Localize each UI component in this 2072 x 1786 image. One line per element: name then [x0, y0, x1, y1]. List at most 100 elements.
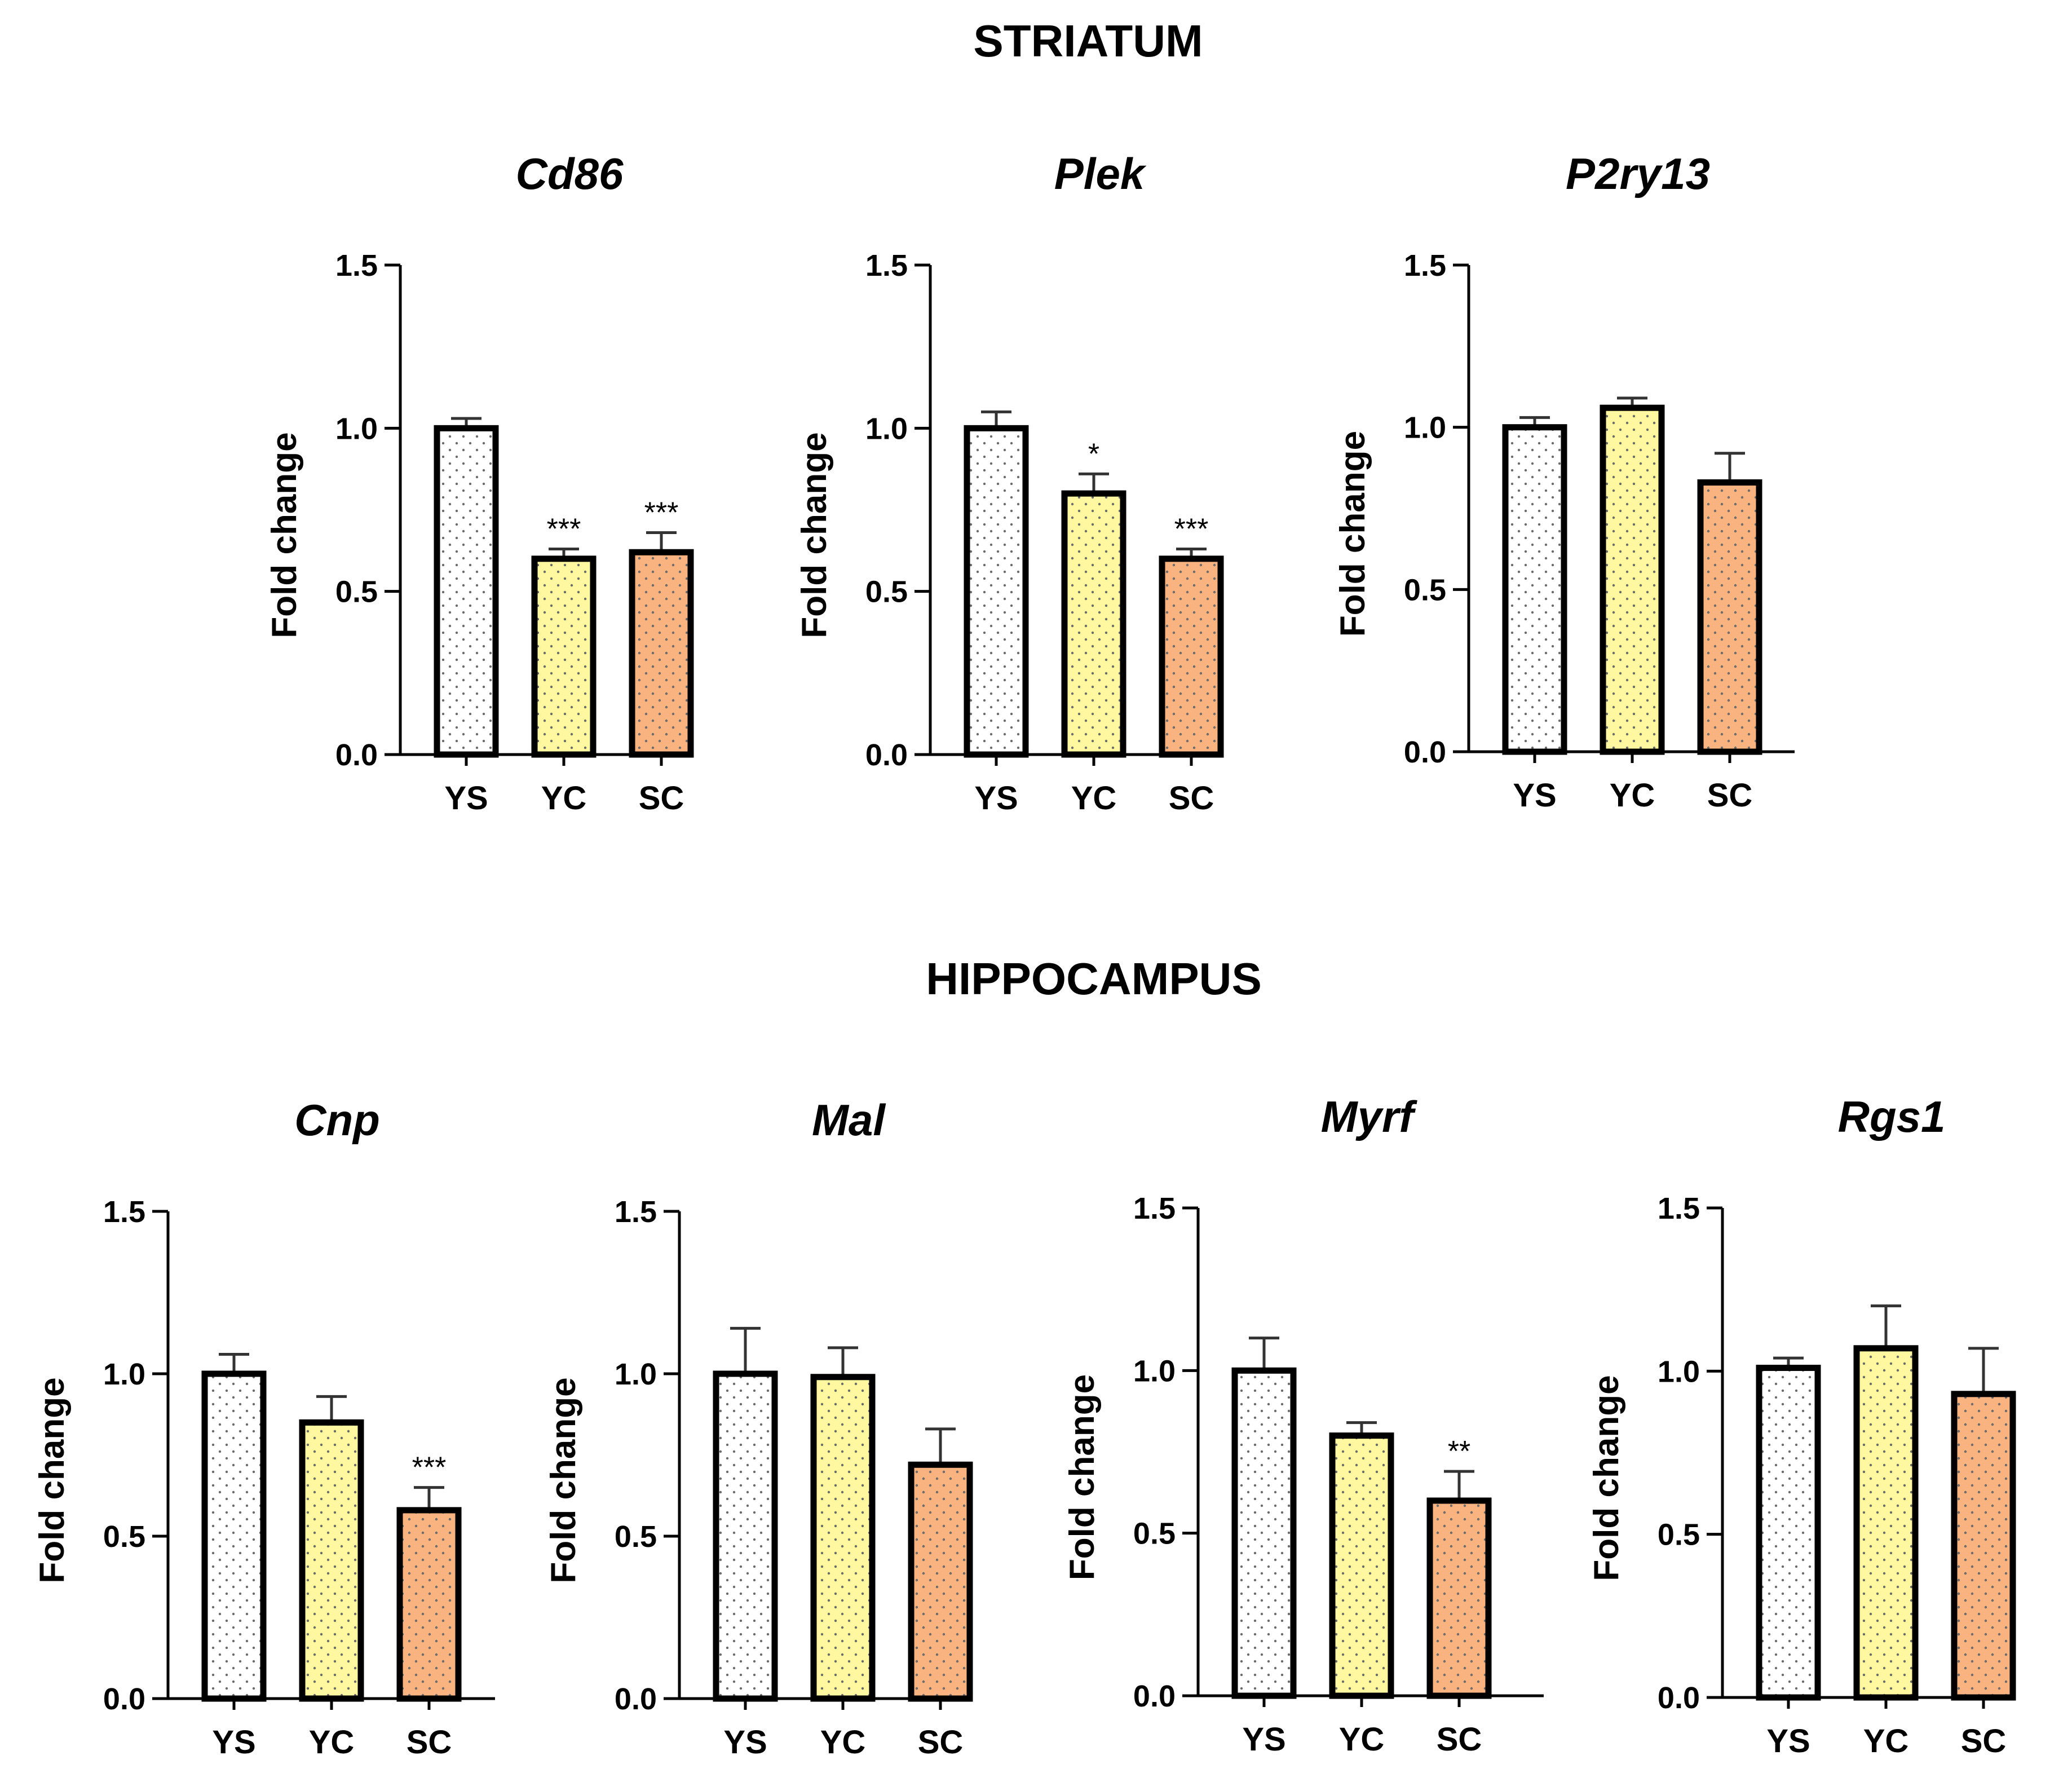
y-tick-label: 1.5	[103, 1195, 145, 1229]
bar-yc	[1853, 1345, 1919, 1701]
panel-title: P2ry13	[1566, 149, 1710, 199]
y-tick-label: 0.0	[615, 1682, 657, 1716]
significance-yc: *	[1088, 438, 1099, 470]
x-tick-label-sc: SC	[1707, 777, 1753, 814]
x-tick-label-sc: SC	[1961, 1723, 2007, 1759]
x-tick-label-ys: YS	[1242, 1721, 1285, 1758]
bar-sc	[629, 549, 694, 758]
y-tick-label: 1.0	[1404, 411, 1446, 445]
y-axis-label: Fold change	[795, 432, 834, 638]
panel-plek: Plek Fold change YS * YC *** SC 0.0 0.5 1.0 1.5	[795, 149, 1224, 817]
y-tick-label: 1.0	[335, 412, 378, 446]
y-tick-label: 0.0	[865, 738, 908, 772]
bar-ys	[201, 1370, 267, 1702]
panel-cd86: Cd86 Fold change YS *** YC *** SC 0.0 0.5 1.0 1.5	[265, 149, 694, 817]
bar-sc	[1159, 555, 1224, 758]
bar-ys	[1502, 424, 1567, 755]
bar-ys	[434, 425, 499, 758]
x-tick-label-yc: YC	[1339, 1721, 1385, 1758]
y-axis-label: Fold change	[1063, 1374, 1102, 1580]
bar-ys	[713, 1370, 778, 1702]
bar-sc	[1951, 1391, 2016, 1701]
y-axis-label: Fold change	[1333, 431, 1372, 637]
bar-yc	[1329, 1432, 1394, 1699]
x-tick-label-yc: YC	[1071, 780, 1117, 817]
bar-ys	[1231, 1367, 1297, 1699]
y-tick-label: 1.0	[865, 412, 908, 446]
y-axis-label: Fold change	[33, 1377, 72, 1583]
y-tick-label: 0.0	[1404, 735, 1446, 769]
y-axis-label: Fold change	[1587, 1375, 1626, 1581]
y-tick-label: 0.0	[335, 738, 378, 772]
bar-sc	[396, 1507, 462, 1702]
panel-title: Rgs1	[1838, 1092, 1946, 1141]
x-tick-label-yc: YC	[1863, 1723, 1909, 1759]
y-tick-label: 0.5	[1404, 573, 1446, 607]
x-tick-label-sc: SC	[1437, 1721, 1482, 1758]
x-tick-label-yc: YC	[541, 780, 587, 817]
y-tick-label: 0.0	[1658, 1681, 1700, 1715]
y-tick-label: 1.5	[1658, 1192, 1700, 1225]
bar-yc	[531, 555, 597, 758]
y-tick-label: 1.0	[103, 1357, 145, 1391]
y-tick-label: 1.5	[1404, 249, 1446, 283]
section-title-striatum: STRIATUM	[973, 16, 1203, 66]
bar-yc	[1061, 490, 1126, 758]
x-tick-label-sc: SC	[407, 1724, 452, 1761]
bar-yc	[810, 1374, 876, 1702]
x-tick-label-yc: YC	[1610, 777, 1655, 814]
x-tick-label-ys: YS	[1766, 1723, 1810, 1759]
bar-ys	[1756, 1365, 1821, 1701]
x-tick-label-ys: YS	[723, 1724, 767, 1761]
y-tick-label: 0.5	[1133, 1517, 1176, 1551]
y-tick-label: 1.0	[1658, 1355, 1700, 1388]
bar-sc	[1697, 479, 1762, 755]
x-tick-label-ys: YS	[444, 780, 488, 817]
section-title-hippocampus: HIPPOCAMPUS	[926, 954, 1262, 1004]
panel-p2ry13: P2ry13 Fold change YS YC SC 0.0 0.5 1.0 1.5	[1333, 149, 1795, 814]
panel-title: Cnp	[294, 1095, 380, 1145]
panel-rgs1: Rgs1 Fold change YS YC SC 0.0 0.5 1.0 1.5	[1587, 1092, 2016, 1759]
y-tick-label: 0.5	[1658, 1518, 1700, 1552]
x-tick-label-sc: SC	[639, 780, 684, 817]
x-tick-label-ys: YS	[974, 780, 1018, 817]
panel-title: Cd86	[516, 149, 624, 199]
significance-yc: ***	[547, 513, 581, 545]
x-tick-label-yc: YC	[820, 1724, 866, 1761]
y-tick-label: 0.5	[615, 1520, 657, 1554]
y-tick-label: 0.0	[1133, 1679, 1176, 1713]
x-tick-label-ys: YS	[1513, 777, 1556, 814]
significance-sc: ***	[1174, 513, 1209, 545]
x-tick-label-sc: SC	[918, 1724, 964, 1761]
panel-myrf: Myrf Fold change YS YC ** SC 0.0 0.5 1.0 1.5	[1063, 1092, 1544, 1758]
y-tick-label: 1.5	[865, 249, 908, 283]
y-axis-label: Fold change	[544, 1377, 583, 1583]
y-tick-label: 0.5	[335, 575, 378, 609]
significance-sc: ***	[644, 497, 679, 530]
bar-sc	[1426, 1497, 1492, 1699]
y-tick-label: 1.0	[1133, 1354, 1176, 1388]
y-tick-label: 1.5	[615, 1195, 657, 1229]
y-tick-label: 1.5	[335, 249, 378, 283]
x-tick-label-yc: YC	[309, 1724, 355, 1761]
bar-yc	[1600, 404, 1665, 755]
bar-yc	[299, 1419, 364, 1702]
bar-sc	[908, 1461, 973, 1702]
significance-sc: **	[1448, 1435, 1470, 1468]
y-axis-label: Fold change	[265, 432, 304, 638]
y-tick-label: 0.0	[103, 1682, 145, 1716]
x-tick-label-ys: YS	[212, 1724, 255, 1761]
panel-cnp: Cnp Fold change YS YC *** SC 0.0 0.5 1.0 1.5	[33, 1095, 495, 1761]
bar-ys	[964, 425, 1029, 758]
x-tick-label-sc: SC	[1169, 780, 1214, 817]
panel-title: Myrf	[1321, 1092, 1418, 1141]
panel-title: Plek	[1054, 149, 1147, 199]
panel-title: Mal	[812, 1095, 886, 1145]
significance-sc: ***	[412, 1452, 447, 1484]
y-tick-label: 1.0	[615, 1357, 657, 1391]
y-tick-label: 0.5	[865, 575, 908, 609]
y-tick-label: 1.5	[1133, 1192, 1176, 1225]
panel-mal: Mal Fold change YS YC SC 0.0 0.5 1.0 1.5	[544, 1095, 973, 1761]
